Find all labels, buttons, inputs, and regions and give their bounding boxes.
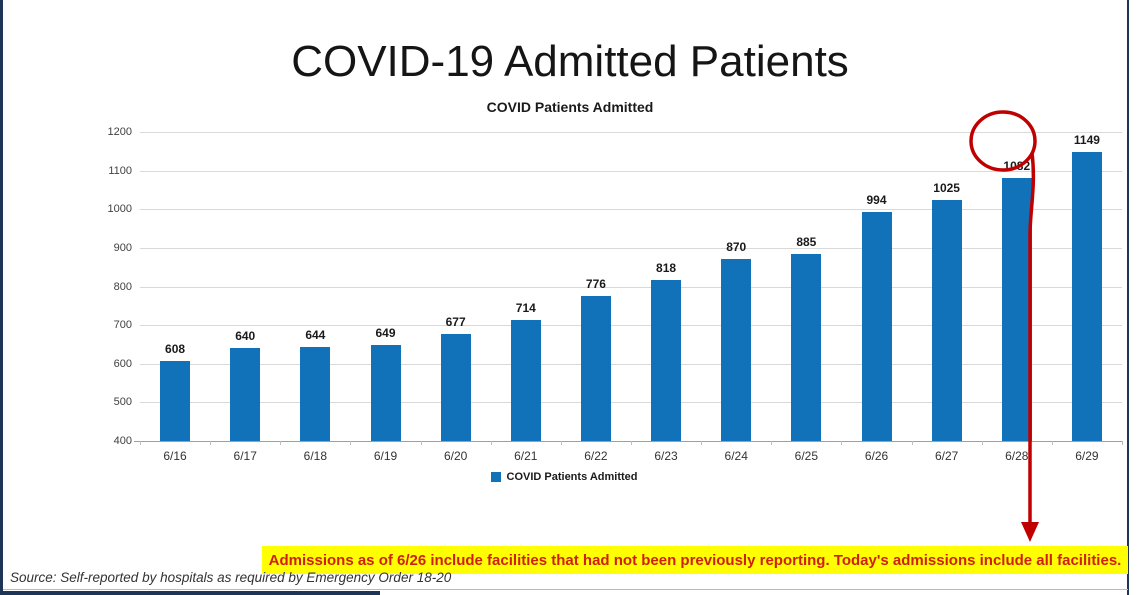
x-tick-label: 6/28 [1005, 449, 1029, 463]
bar [230, 348, 261, 441]
bar [791, 253, 822, 441]
x-tick-label: 6/19 [373, 449, 398, 463]
annotation-text: Admissions as of 6/26 include facilities… [268, 551, 1122, 569]
bar-value-label: 818 [656, 260, 677, 275]
x-tick-mark [841, 441, 843, 445]
bar [440, 334, 471, 441]
gridline [140, 209, 1122, 211]
x-tick-mark [631, 441, 632, 445]
y-tick-label: 800 [113, 280, 132, 293]
slide-right-border [1127, 0, 1129, 595]
x-tick-label: 6/23 [654, 449, 678, 463]
bar [580, 295, 611, 441]
bar-value-label: 776 [585, 276, 606, 291]
x-tick-mark [1051, 441, 1053, 445]
bar [1071, 151, 1102, 441]
x-tick-label: 6/16 [163, 449, 187, 463]
gridline [140, 402, 1122, 404]
bar-value-label: 644 [305, 327, 326, 342]
bar-value-label: 885 [796, 234, 817, 249]
bar [160, 360, 191, 441]
x-tick-label: 6/26 [864, 449, 889, 463]
y-tick-label: 600 [113, 357, 132, 370]
slide-left-border [0, 0, 3, 595]
x-tick-mark [981, 441, 983, 445]
bar-value-label: 649 [375, 325, 396, 340]
bar [1001, 177, 1032, 441]
x-tick-label: 6/20 [443, 449, 468, 463]
x-tick-label: 6/21 [514, 449, 538, 463]
y-tick-label: 400 [113, 435, 132, 447]
x-tick-mark [560, 441, 562, 445]
slide-bottom-navy-bar [0, 591, 380, 595]
bar [931, 199, 962, 441]
bar [370, 344, 401, 441]
chart-legend: COVID Patients Admitted [0, 471, 1128, 483]
x-tick-mark [490, 441, 492, 445]
y-tick-label: 1100 [108, 164, 132, 177]
x-tick-label: 6/24 [724, 449, 748, 463]
legend-swatch-icon [490, 472, 501, 482]
annotation-banner: Admissions as of 6/26 include facilities… [262, 546, 1128, 574]
y-tick-label: 900 [113, 241, 132, 254]
bar [861, 211, 892, 441]
x-tick-mark [911, 441, 913, 445]
bar-value-label: 1082 [1003, 158, 1031, 173]
x-tick-mark [280, 441, 282, 445]
x-tick-label: 6/22 [584, 449, 608, 463]
y-tick-label: 1200 [107, 126, 132, 138]
bar-value-label: 608 [165, 341, 186, 356]
x-tick-mark [420, 441, 422, 445]
x-tick-mark [350, 441, 352, 445]
x-tick-mark [701, 441, 703, 445]
bar-value-label: 994 [866, 192, 887, 207]
bar-value-label: 1025 [933, 180, 960, 195]
bar [721, 259, 752, 441]
legend-label: COVID Patients Admitted [506, 471, 638, 483]
slide-bottom-rule [3, 589, 1128, 590]
y-tick-label: 1000 [107, 203, 132, 216]
x-tick-label: 6/17 [233, 449, 257, 463]
x-tick-mark [1122, 441, 1123, 445]
x-tick-mark [771, 441, 773, 445]
y-tick-label: 500 [113, 396, 132, 409]
x-tick-mark [140, 441, 141, 445]
gridline [140, 132, 1122, 133]
x-tick-mark [210, 441, 212, 445]
bar-value-label: 1149 [1073, 132, 1100, 147]
gridline [140, 325, 1122, 327]
bar-value-label: 677 [445, 315, 466, 329]
bar [651, 279, 682, 441]
x-tick-label: 6/25 [794, 449, 819, 463]
gridline [140, 247, 1122, 249]
gridline [140, 170, 1122, 172]
bar-value-label: 640 [235, 329, 256, 344]
x-axis-line [134, 441, 1122, 442]
x-tick-label: 6/18 [303, 449, 328, 463]
y-tick-label: 700 [113, 319, 132, 332]
bar-value-label: 714 [515, 300, 536, 315]
gridline [140, 286, 1122, 288]
bar [300, 346, 331, 441]
bar-value-label: 870 [726, 240, 747, 255]
bar [510, 319, 541, 441]
x-tick-label: 6/27 [934, 449, 959, 463]
page-title: COVID-19 Admitted Patients [291, 37, 849, 87]
source-note: Source: Self-reported by hospitals as re… [10, 570, 452, 585]
gridline [140, 363, 1122, 365]
x-tick-label: 6/29 [1075, 449, 1099, 463]
chart-title: COVID Patients Admitted [486, 99, 654, 115]
